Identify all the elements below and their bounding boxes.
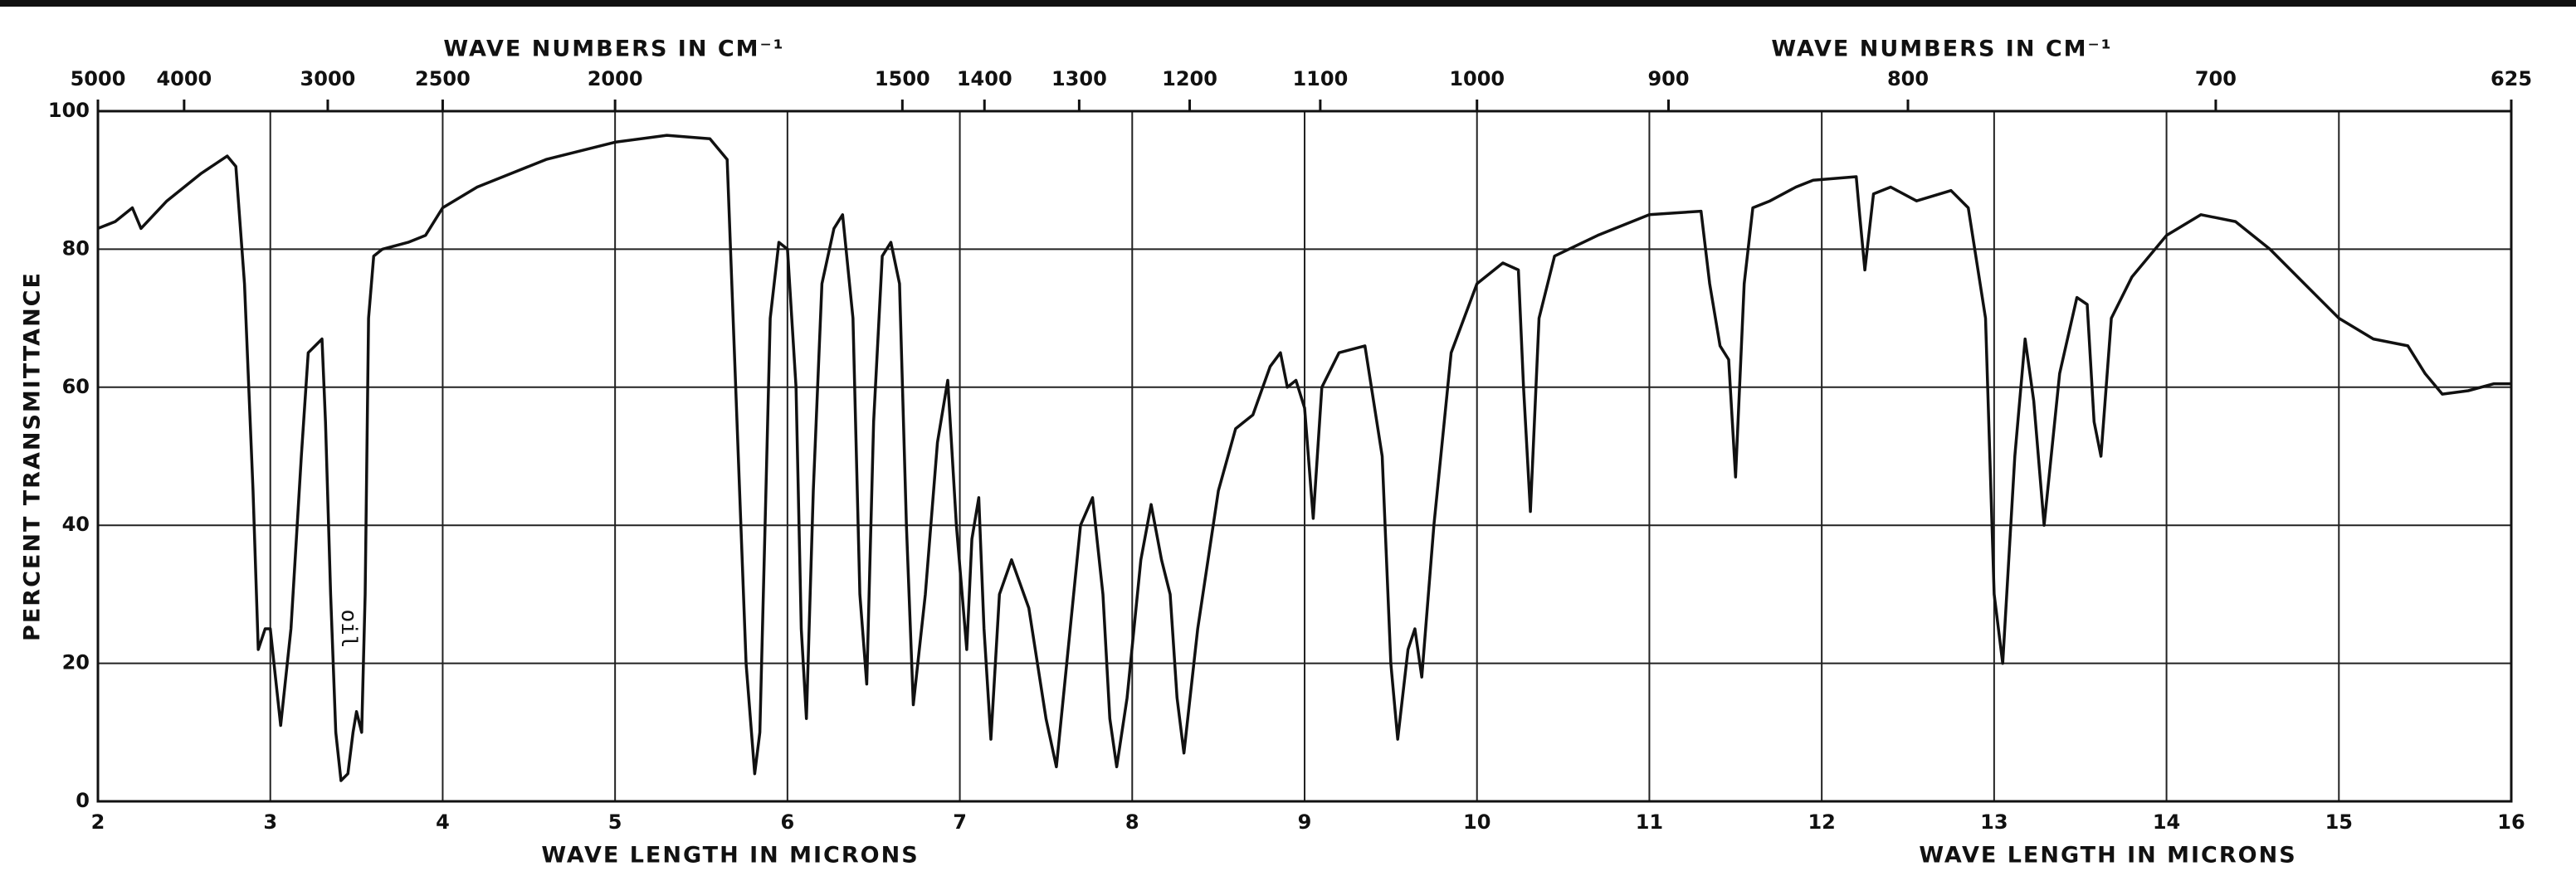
x2-axis-label: WAVE NUMBERS IN CM⁻¹ [443, 36, 784, 62]
x2-tick-label: 900 [1647, 67, 1689, 90]
x2-tick-label: 2000 [588, 67, 643, 90]
x-tick-label: 5 [608, 810, 622, 834]
x-axis-label: WAVE LENGTH IN MICRONS [1919, 843, 2296, 869]
x-tick-label: 9 [1298, 810, 1312, 834]
x-tick-label: 7 [953, 810, 967, 834]
x-tick-label: 10 [1463, 810, 1490, 834]
x2-tick-label: 2500 [415, 67, 471, 90]
x2-tick-label: 800 [1887, 67, 1929, 90]
y-tick-label: 80 [62, 236, 90, 260]
x2-tick-label: 1400 [957, 67, 1012, 90]
x-tick-label: 8 [1125, 810, 1139, 834]
x-tick-label: 6 [781, 810, 795, 834]
x-tick-label: 2 [91, 810, 105, 834]
top-edge [0, 0, 2576, 7]
y-axis-label: PERCENT TRANSMITTANCE [20, 271, 46, 641]
x-tick-label: 13 [1980, 810, 2008, 834]
x-tick-label: 15 [2325, 810, 2353, 834]
x2-tick-label: 700 [2195, 67, 2237, 90]
x2-tick-label: 1000 [1449, 67, 1505, 90]
x2-tick-label: 1100 [1292, 67, 1348, 90]
plot-frame [96, 110, 2513, 803]
spectrum-line [97, 134, 2511, 782]
x2-tick-label: 625 [2491, 67, 2532, 90]
x2-tick-label: 4000 [156, 67, 212, 90]
x2-axis-label: WAVE NUMBERS IN CM⁻¹ [1771, 36, 2112, 62]
x2-tick-label: 1200 [1162, 67, 1217, 90]
x-axis-label: WAVE LENGTH IN MICRONS [541, 843, 919, 869]
x-tick-label: 16 [2497, 810, 2525, 834]
x-tick-label: 11 [1636, 810, 1663, 834]
y-tick-label: 20 [62, 651, 90, 674]
x-tick-label: 4 [436, 810, 450, 834]
x2-tick-label: 1500 [875, 67, 930, 90]
annotation: oil [336, 610, 361, 649]
x2-tick-label: 1300 [1051, 67, 1107, 90]
y-tick-label: 0 [76, 789, 90, 812]
x2-tick-label: 3000 [300, 67, 356, 90]
x-tick-label: 12 [1808, 810, 1835, 834]
y-tick-label: 60 [62, 375, 90, 398]
x-tick-label: 3 [263, 810, 277, 834]
y-tick-label: 40 [62, 513, 90, 536]
y-tick-label: 100 [48, 99, 90, 122]
x2-tick-label: 5000 [71, 67, 126, 90]
x-tick-label: 14 [2153, 810, 2180, 834]
